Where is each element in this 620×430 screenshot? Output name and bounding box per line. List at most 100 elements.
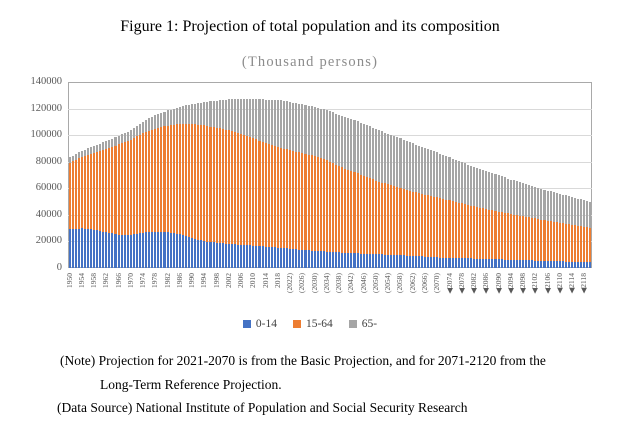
x-tick-label: (2022) bbox=[285, 273, 295, 293]
bar-segment-0-14 bbox=[233, 244, 237, 268]
bar-segment-15-64 bbox=[359, 174, 362, 254]
bar-segment-0-14 bbox=[552, 261, 555, 268]
bar-segment-0-14 bbox=[574, 261, 577, 268]
bar-segment-65- bbox=[344, 116, 347, 169]
bar-segment-0-14 bbox=[506, 259, 509, 268]
x-tick-label: ◀2078 bbox=[456, 273, 466, 294]
bar-segment-15-64 bbox=[99, 150, 102, 232]
bar-segment-0-14 bbox=[172, 233, 175, 268]
x-tick-label: 1950 bbox=[64, 273, 74, 288]
bar-segment-15-64 bbox=[203, 125, 206, 242]
bar-segment-15-64 bbox=[350, 171, 353, 254]
bar-segment-65- bbox=[466, 164, 469, 205]
bar-segment-0-14 bbox=[255, 245, 258, 268]
bar-segment-15-64 bbox=[243, 134, 246, 246]
y-tick-label: 140000 bbox=[30, 76, 63, 87]
bar-segment-0-14 bbox=[350, 253, 353, 268]
bar-segment-15-64 bbox=[240, 133, 243, 245]
bar-segment-15-64 bbox=[454, 201, 457, 258]
bar-segment-65- bbox=[540, 188, 543, 220]
bar-segment-0-14 bbox=[460, 258, 463, 268]
y-tick-label: 120000 bbox=[30, 102, 63, 114]
bar-segment-0-14 bbox=[371, 254, 374, 268]
bar-segment-15-64 bbox=[132, 138, 135, 235]
bar-segment-65- bbox=[436, 152, 439, 198]
bar-segment-15-64 bbox=[295, 151, 298, 250]
bar-segment-15-64 bbox=[390, 185, 393, 255]
bar-segment-65- bbox=[243, 98, 246, 135]
bar-segment-0-14 bbox=[80, 228, 83, 268]
bar-segment-15-64 bbox=[129, 139, 132, 236]
bar-segment-15-64 bbox=[549, 221, 552, 262]
bar-segment-65- bbox=[332, 112, 335, 164]
y-tick-label: 0 bbox=[56, 262, 62, 273]
bar-segment-15-64 bbox=[546, 220, 549, 261]
bar-segment-0-14 bbox=[417, 256, 420, 268]
bar-segment-0-14 bbox=[543, 260, 546, 268]
bar-segment-15-64 bbox=[188, 123, 191, 238]
bar-segment-65- bbox=[589, 201, 592, 228]
bar-segment-15-64 bbox=[509, 214, 512, 260]
bar-segment-65- bbox=[218, 100, 221, 129]
bar-segment-65- bbox=[273, 99, 276, 147]
bar-segment-65- bbox=[417, 145, 420, 194]
bar-segment-15-64 bbox=[439, 197, 442, 258]
bar-segment-15-64 bbox=[289, 150, 292, 249]
bar-segment-0-14 bbox=[374, 254, 377, 268]
bar-segment-0-14 bbox=[482, 258, 485, 268]
bar-segment-65- bbox=[408, 142, 411, 191]
bar-segment-0-14 bbox=[99, 231, 102, 268]
bar-segment-65- bbox=[472, 166, 476, 207]
bar-segment-65- bbox=[338, 114, 341, 167]
bar-segment-15-64 bbox=[451, 201, 454, 258]
bar-segment-15-64 bbox=[414, 192, 417, 257]
bar-segment-65- bbox=[178, 106, 181, 124]
bar-segment-65- bbox=[374, 128, 377, 181]
x-tick-label: 1982 bbox=[162, 273, 172, 288]
legend-swatch-65 bbox=[348, 320, 357, 328]
bar-segment-0-14 bbox=[341, 252, 344, 268]
bar-segment-0-14 bbox=[368, 253, 371, 268]
x-tick-label: (2054) bbox=[383, 273, 393, 293]
bar-segment-15-64 bbox=[555, 222, 558, 262]
bar-segment-0-14 bbox=[564, 261, 567, 268]
bar-segment-15-64 bbox=[433, 196, 436, 258]
bar-segment-15-64 bbox=[328, 161, 332, 252]
bar-segment-15-64 bbox=[485, 209, 488, 259]
bar-segment-0-14 bbox=[175, 233, 178, 268]
bar-segment-0-14 bbox=[540, 260, 543, 268]
bar-segment-65- bbox=[423, 147, 427, 195]
x-tick-label: 2002 bbox=[223, 273, 233, 288]
bar-segment-65- bbox=[249, 99, 252, 137]
bar-segment-15-64 bbox=[166, 125, 169, 233]
bar-segment-0-14 bbox=[512, 259, 515, 268]
bar-segment-65- bbox=[209, 101, 212, 127]
bar-segment-65- bbox=[255, 99, 258, 140]
axis-unit-label: (Thousand persons) bbox=[241, 54, 379, 70]
bar-segment-65- bbox=[83, 149, 86, 156]
bar-segment-65- bbox=[132, 128, 135, 139]
bar-segment-65- bbox=[221, 99, 224, 130]
bar-segment-0-14 bbox=[549, 261, 552, 268]
bar-segment-0-14 bbox=[243, 245, 246, 268]
bar-segment-0-14 bbox=[132, 234, 135, 268]
bar-segment-65- bbox=[319, 108, 322, 159]
bar-segment-15-64 bbox=[442, 198, 445, 258]
bar-segment-0-14 bbox=[454, 257, 457, 268]
x-tick-label: 2018 bbox=[272, 273, 282, 288]
bar-segment-65- bbox=[169, 109, 172, 126]
bar-segment-0-14 bbox=[215, 242, 218, 268]
bar-segment-65- bbox=[246, 98, 249, 136]
bar-segment-65- bbox=[233, 98, 237, 133]
bar-segment-0-14 bbox=[577, 261, 580, 268]
bar-segment-15-64 bbox=[488, 209, 491, 260]
bar-segment-65- bbox=[564, 195, 567, 224]
bar-segment-65- bbox=[525, 184, 528, 217]
bar-segment-65- bbox=[555, 193, 558, 223]
x-tick-label: 1986 bbox=[174, 273, 184, 288]
bar-segment-65- bbox=[574, 197, 577, 226]
bar-segment-65- bbox=[230, 99, 233, 132]
bar-segment-15-64 bbox=[120, 143, 123, 235]
bar-segment-0-14 bbox=[135, 233, 138, 268]
x-tick-label: (2066) bbox=[419, 273, 429, 293]
